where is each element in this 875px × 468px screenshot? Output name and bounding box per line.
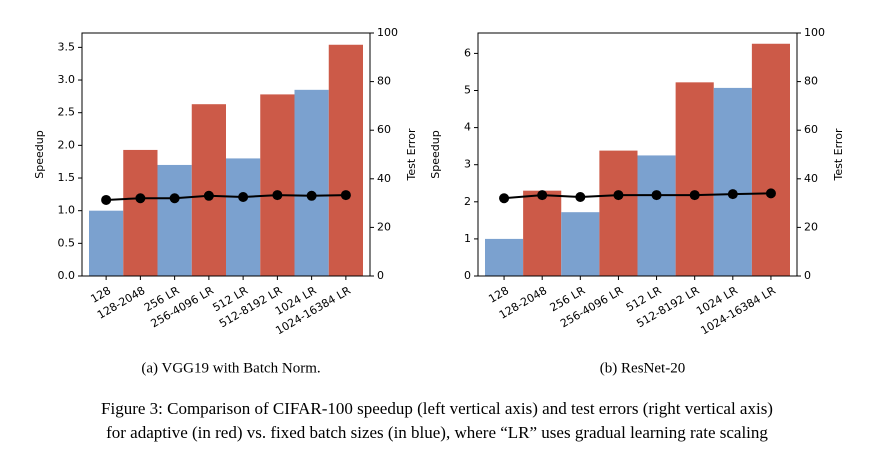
y-tick-label: 1.5 — [58, 171, 76, 184]
y2-tick-label: 40 — [804, 172, 818, 185]
y2-tick-label: 40 — [377, 172, 391, 185]
bar — [713, 87, 752, 277]
y2-tick-label: 100 — [804, 26, 825, 39]
y-tick-label: 5 — [464, 84, 471, 97]
bar — [599, 150, 638, 276]
y2-tick-label: 80 — [804, 75, 818, 88]
y-tick-label: 3.0 — [58, 73, 76, 86]
y2-tick-label: 0 — [804, 269, 811, 282]
y2-tick-label: 60 — [377, 123, 391, 136]
line-marker — [306, 190, 317, 201]
line-marker — [101, 194, 112, 205]
bar — [157, 164, 192, 276]
line-marker — [575, 192, 586, 203]
line-marker — [689, 190, 700, 201]
y-tick-label: 4 — [464, 121, 471, 134]
figure-caption: for adaptive (in red) vs. fixed batch si… — [106, 423, 768, 442]
bar — [191, 104, 226, 276]
plot-frame — [477, 32, 798, 277]
bar — [751, 43, 790, 277]
line-marker — [169, 193, 180, 204]
y-tick-label: 6 — [464, 46, 471, 59]
y-tick-label: 0 — [464, 269, 471, 282]
line-marker — [272, 190, 283, 201]
x-tick-label: 128 — [486, 284, 511, 306]
y2-tick-label: 20 — [377, 220, 391, 233]
line-marker — [613, 190, 624, 201]
y-tick-label: 2.5 — [58, 106, 76, 119]
line-marker — [499, 193, 510, 204]
bar — [523, 190, 562, 276]
bar — [675, 82, 714, 277]
y-tick-label: 0.5 — [58, 236, 76, 249]
y-axis-label: Speedup — [33, 130, 46, 178]
y2-tick-label: 80 — [377, 75, 391, 88]
line-marker — [203, 190, 214, 201]
subcaption: (b) ResNet-20 — [600, 360, 685, 376]
line-marker — [651, 190, 662, 201]
y-axis-label: Speedup — [429, 130, 442, 178]
bar — [89, 210, 124, 276]
line-marker — [765, 188, 776, 199]
bar — [485, 238, 524, 276]
y-tick-label: 3 — [464, 158, 471, 171]
y-tick-label: 1.0 — [58, 204, 76, 217]
y2-tick-label: 60 — [804, 123, 818, 136]
bar — [123, 149, 158, 276]
line-marker — [238, 192, 249, 203]
y-tick-label: 1 — [464, 232, 471, 245]
y2-tick-label: 20 — [804, 220, 818, 233]
line-marker — [537, 190, 548, 201]
y2-tick-label: 0 — [377, 269, 384, 282]
y-tick-label: 2 — [464, 195, 471, 208]
y2-axis-label: Test Error — [832, 128, 845, 181]
y2-axis-label: Test Error — [405, 128, 418, 181]
y-tick-label: 0.0 — [58, 269, 76, 282]
y2-tick-label: 100 — [377, 26, 398, 39]
bar — [328, 44, 363, 277]
line — [503, 192, 771, 200]
bar — [561, 212, 600, 276]
y-tick-label: 2.0 — [58, 138, 76, 151]
line-marker — [340, 190, 351, 201]
line-marker — [727, 189, 738, 200]
bar — [226, 158, 261, 276]
y-tick-label: 3.5 — [58, 40, 76, 53]
figure-caption: Figure 3: Comparison of CIFAR-100 speedu… — [101, 399, 773, 418]
subcaption: (a) VGG19 with Batch Norm. — [141, 360, 320, 376]
bar — [260, 94, 295, 276]
line-marker — [135, 193, 146, 204]
line — [106, 194, 346, 201]
plot-frame — [81, 32, 371, 277]
bar — [294, 89, 329, 276]
bar — [637, 155, 676, 276]
